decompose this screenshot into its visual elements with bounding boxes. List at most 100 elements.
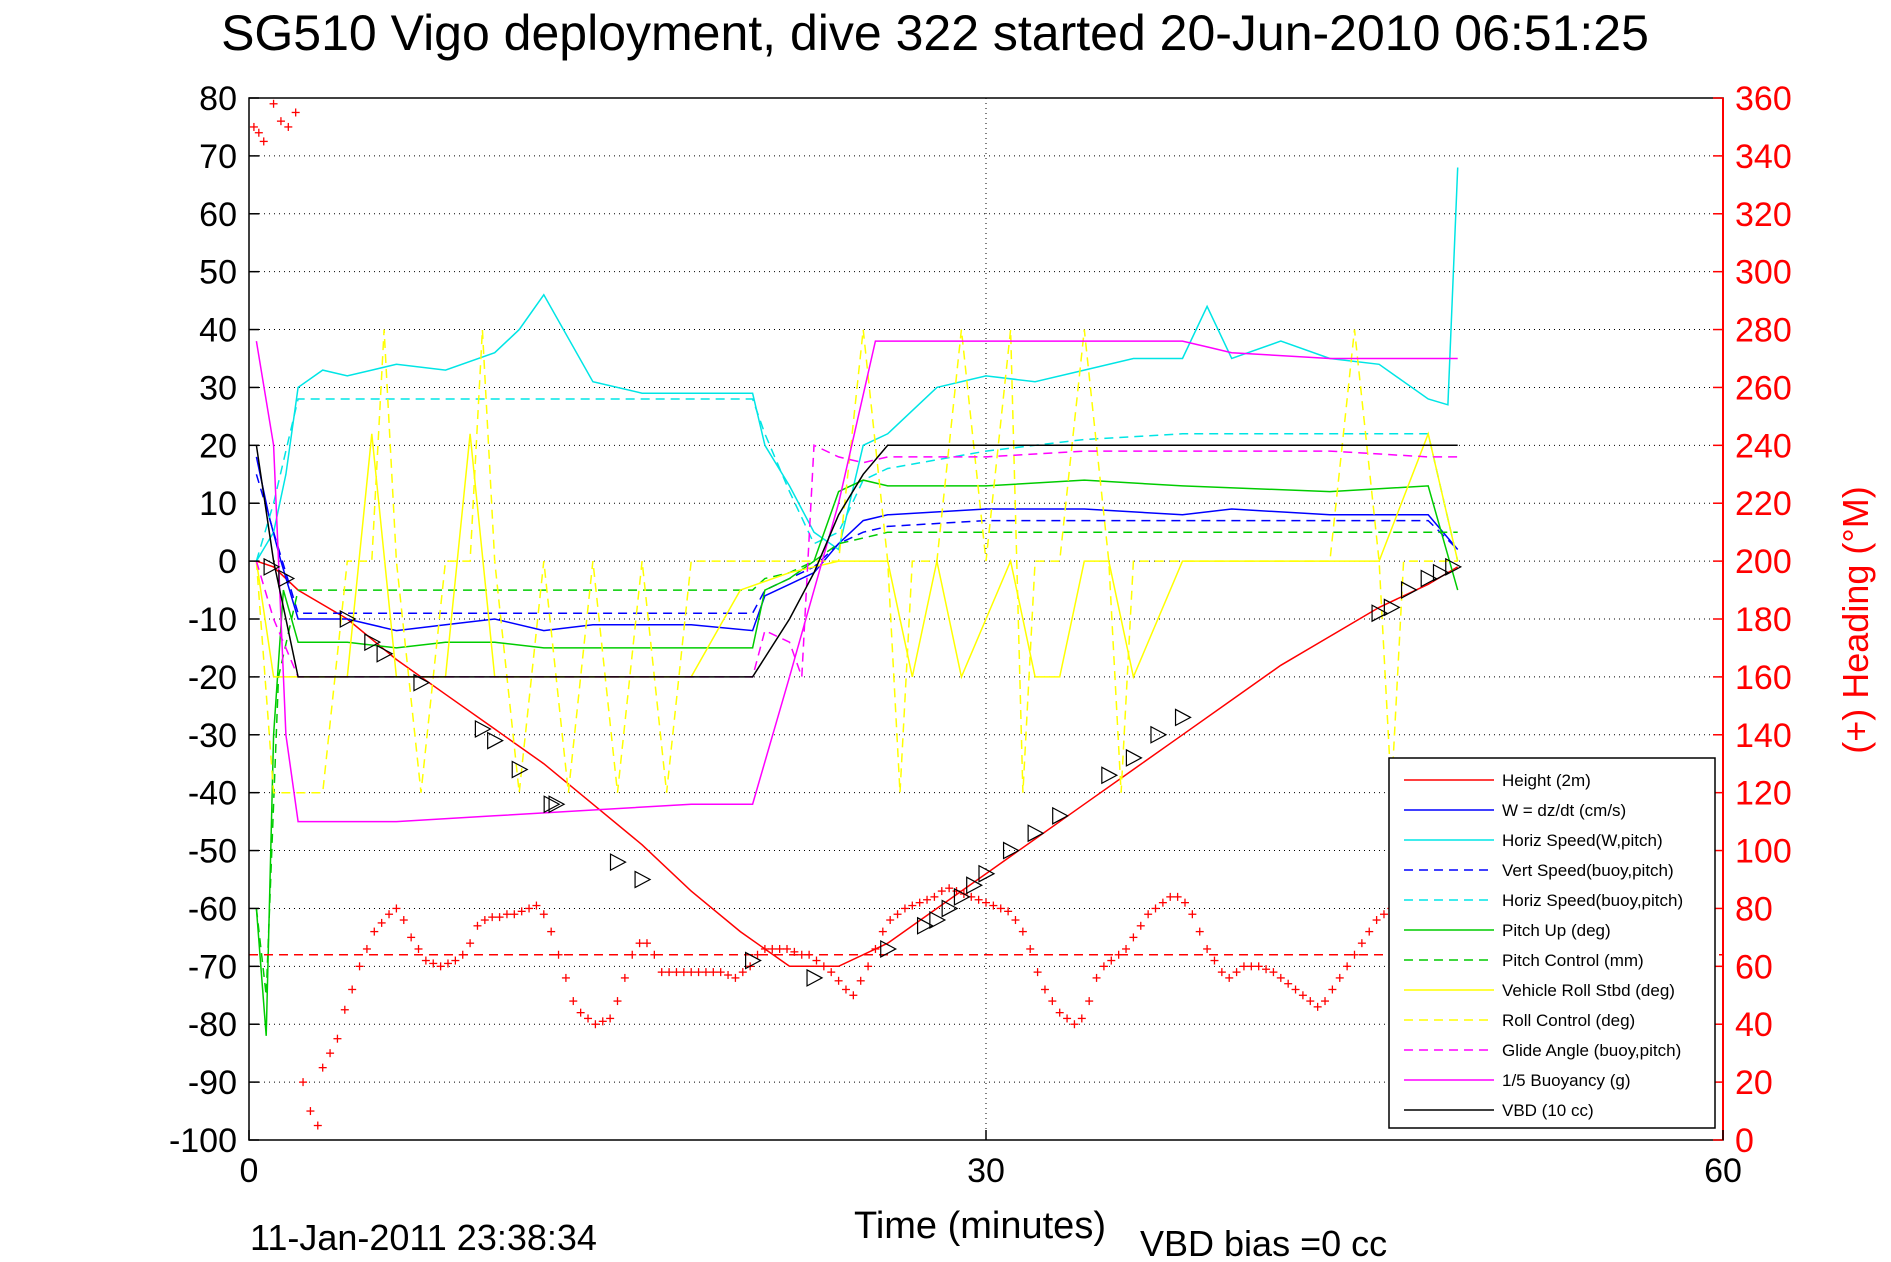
heading-point-141 (1284, 979, 1293, 988)
heading-point-67 (738, 968, 747, 977)
xtick-label-1: 30 (967, 1152, 1005, 1190)
heading-point-74 (790, 947, 799, 956)
chart-title: SG510 Vigo deployment, dive 322 started … (221, 5, 1649, 61)
heading-point-37 (517, 907, 526, 916)
heading-point-146 (1321, 997, 1330, 1006)
heading-point-80 (834, 976, 843, 985)
marker-9 (543, 795, 561, 814)
heading-point-58 (672, 968, 681, 977)
heading-point-86 (878, 927, 887, 936)
heading-point-26 (436, 962, 445, 971)
heading-point-61 (694, 968, 703, 977)
heading-point-34 (495, 913, 504, 922)
heading-point-87 (886, 916, 895, 925)
legend-label-2: Horiz Speed(W,pitch) (1502, 831, 1663, 850)
heading-point-154 (1379, 910, 1388, 919)
triangle-markers (263, 557, 1463, 987)
heading-point-130 (1203, 944, 1212, 953)
heading-point-69 (753, 950, 762, 959)
heading-point-106 (1026, 944, 1035, 953)
heading-point-21 (399, 916, 408, 925)
heading-point-3 (269, 99, 278, 108)
heading-point-89 (900, 904, 909, 913)
marker-15 (880, 939, 898, 958)
y2tick-label-16: 40 (1735, 1006, 1773, 1044)
heading-point-119 (1122, 944, 1131, 953)
heading-point-102 (996, 904, 1005, 913)
heading-point-120 (1129, 933, 1138, 942)
heading-point-27 (443, 959, 452, 968)
heading-point-113 (1077, 1014, 1086, 1023)
heading-point-110 (1055, 1008, 1064, 1017)
heading-point-153 (1372, 916, 1381, 925)
heading-point-48 (598, 1017, 607, 1026)
ytick-label-16: -80 (188, 1006, 237, 1044)
heading-point-7 (299, 1078, 308, 1087)
marker-8 (511, 760, 529, 779)
heading-point-108 (1040, 985, 1049, 994)
heading-point-91 (915, 898, 924, 907)
marker-17 (929, 911, 947, 930)
y2tick-label-0: 360 (1735, 80, 1792, 118)
legend-box (1388, 757, 1716, 1129)
heading-point-6 (291, 108, 300, 117)
heading-point-105 (1018, 927, 1027, 936)
marker-19 (953, 887, 971, 906)
ytick-label-4: 40 (199, 312, 237, 350)
heading-point-84 (864, 962, 873, 971)
ytick-label-8: 0 (218, 543, 237, 581)
heading-point-129 (1195, 927, 1204, 936)
heading-point-152 (1365, 927, 1374, 936)
marker-34 (1445, 557, 1463, 576)
heading-point-135 (1239, 962, 1248, 971)
ytick-label-10: -20 (188, 659, 237, 697)
marker-29 (1371, 604, 1389, 623)
legend-label-4: Horiz Speed(buoy,pitch) (1502, 891, 1683, 910)
heading-point-127 (1180, 898, 1189, 907)
heading-point-36 (510, 910, 519, 919)
heading-point-132 (1217, 968, 1226, 977)
heading-point-149 (1343, 962, 1352, 971)
marker-4 (376, 644, 394, 663)
ytick-label-5: 30 (199, 369, 237, 407)
legend-label-8: Roll Control (deg) (1502, 1011, 1635, 1030)
heading-point-40 (539, 910, 548, 919)
heading-point-75 (797, 950, 806, 959)
heading-point-31 (473, 921, 482, 930)
y2tick-label-7: 220 (1735, 485, 1792, 523)
heading-point-60 (687, 968, 696, 977)
heading-point-20 (392, 904, 401, 913)
legend-label-3: Vert Speed(buoy,pitch) (1502, 861, 1674, 880)
marker-31 (1400, 581, 1418, 600)
heading-point-71 (768, 944, 777, 953)
ytick-label-15: -70 (188, 948, 237, 986)
heading-point-59 (679, 968, 688, 977)
y2tick-label-2: 320 (1735, 196, 1792, 234)
marker-22 (1002, 841, 1020, 860)
marker-20 (966, 876, 983, 895)
heading-point-109 (1048, 997, 1057, 1006)
y2tick-label-3: 300 (1735, 254, 1792, 292)
heading-point-22 (407, 933, 416, 942)
ytick-label-6: 20 (199, 427, 237, 465)
heading-point-39 (532, 901, 541, 910)
heading-point-52 (628, 950, 637, 959)
marker-23 (1027, 824, 1045, 843)
y2tick-label-5: 260 (1735, 369, 1792, 407)
ytick-label-12: -40 (188, 775, 237, 813)
legend: Height (2m) W = dz/dt (cm/s) Horiz Speed(W… (1388, 757, 1716, 1129)
heading-point-116 (1099, 962, 1108, 971)
heading-point-131 (1210, 956, 1219, 965)
heading-point-14 (348, 985, 357, 994)
heading-point-32 (480, 916, 489, 925)
heading-point-33 (488, 913, 497, 922)
heading-point-94 (937, 887, 946, 896)
marker-13 (745, 951, 762, 970)
ytick-label-11: -30 (188, 717, 237, 755)
marker-7 (487, 731, 504, 750)
legend-label-5: Pitch Up (deg) (1502, 921, 1611, 940)
heading-point-28 (451, 956, 460, 965)
heading-point-142 (1291, 985, 1300, 994)
heading-point-107 (1033, 968, 1042, 977)
ytick-label-17: -90 (188, 1064, 237, 1102)
